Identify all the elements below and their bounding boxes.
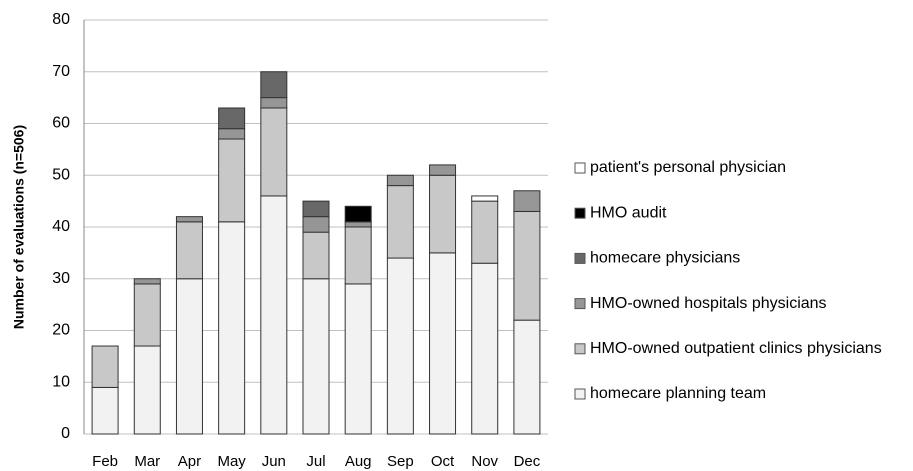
bar-segment <box>344 226 372 285</box>
bar-segment <box>386 185 414 259</box>
y-tick-label: 20 <box>52 322 70 339</box>
x-tick-label: Apr <box>178 453 201 470</box>
y-tick-label: 10 <box>52 373 70 390</box>
bar-segment <box>471 262 499 435</box>
legend-label: homecare physicians <box>590 250 740 267</box>
bar-segment <box>260 195 288 435</box>
legend-swatch <box>574 252 586 264</box>
bar-segment <box>302 278 330 435</box>
legend-swatch <box>574 162 586 174</box>
bar-segment <box>344 283 372 435</box>
y-tick-label: 50 <box>52 166 70 183</box>
bar-segment <box>429 174 457 254</box>
bar-segment <box>429 252 457 435</box>
x-tick-label: Feb <box>92 453 118 470</box>
x-tick-label: Nov <box>471 453 498 470</box>
x-tick-label: Sep <box>387 453 414 470</box>
bar-segment <box>218 138 246 223</box>
bar-segment <box>386 174 414 187</box>
x-tick-label: Mar <box>134 453 160 470</box>
legend-label: HMO audit <box>590 204 667 221</box>
legend-label: HMO-owned hospitals physicians <box>590 295 827 312</box>
bar-segment <box>175 221 203 280</box>
bar-segment <box>218 107 246 130</box>
y-tick-label: 80 <box>52 11 70 28</box>
y-tick-label: 30 <box>52 270 70 287</box>
bar-segment <box>302 200 330 218</box>
y-tick-label: 70 <box>52 63 70 80</box>
bar-segment <box>91 386 119 435</box>
legend-swatch <box>574 343 586 355</box>
bar-segment <box>471 200 499 264</box>
bar-segment <box>133 283 161 347</box>
legend-swatch <box>574 388 586 400</box>
bar-segment <box>513 190 541 212</box>
bar-segment <box>260 71 288 99</box>
x-tick-label: May <box>217 453 246 470</box>
legend-label: homecare planning team <box>590 385 766 402</box>
x-tick-label: Jul <box>306 453 325 470</box>
bar-segment <box>91 345 119 388</box>
bar-segment <box>260 107 288 197</box>
bar-segment <box>175 278 203 435</box>
bar-segment <box>218 128 246 140</box>
bar-segment <box>133 345 161 435</box>
legend-label: patient's personal physician <box>590 159 786 176</box>
y-axis-label: Number of evaluations (n=506) <box>11 125 27 329</box>
legend-swatch <box>574 207 586 219</box>
x-tick-label: Dec <box>514 453 541 470</box>
legend-label: HMO-owned outpatient clinics physicians <box>590 340 882 357</box>
y-tick-label: 0 <box>61 425 70 442</box>
bar-segment <box>513 210 541 321</box>
bar-segment <box>133 278 161 285</box>
bar-segment <box>513 319 541 435</box>
bar-segment <box>175 216 203 223</box>
bar-segment <box>344 221 372 228</box>
y-tick-label: 60 <box>52 115 70 132</box>
bar-segment <box>386 257 414 435</box>
y-tick-label: 40 <box>52 218 70 235</box>
bar-segment <box>302 216 330 233</box>
x-tick-label: Oct <box>431 453 455 470</box>
x-tick-label: Aug <box>345 453 372 470</box>
bar-segment <box>471 195 499 202</box>
bar-segment <box>344 205 372 223</box>
bar-segment <box>429 164 457 176</box>
bar-segment <box>260 97 288 109</box>
x-tick-label: Jun <box>262 453 286 470</box>
legend-swatch <box>574 298 586 310</box>
bar-segment <box>218 221 246 435</box>
bar-segment <box>302 231 330 280</box>
